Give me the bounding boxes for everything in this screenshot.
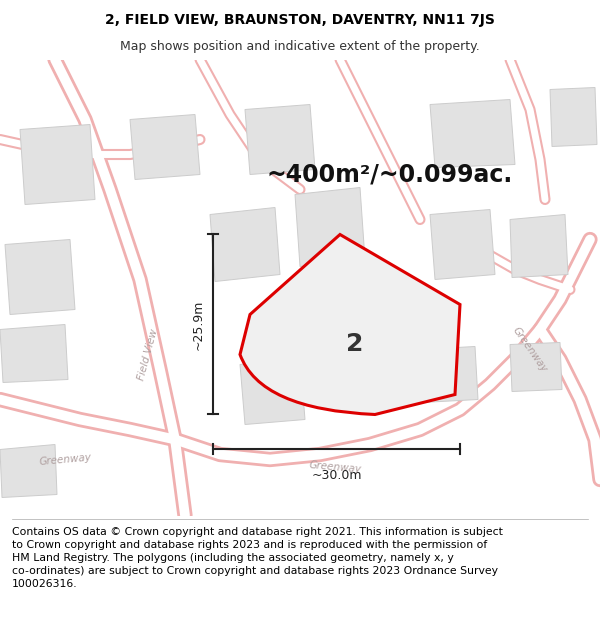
Polygon shape xyxy=(550,88,597,146)
Polygon shape xyxy=(295,188,365,266)
Text: ~30.0m: ~30.0m xyxy=(311,469,362,482)
Polygon shape xyxy=(330,349,388,411)
Polygon shape xyxy=(5,239,75,314)
Text: Map shows position and indicative extent of the property.: Map shows position and indicative extent… xyxy=(120,41,480,53)
Polygon shape xyxy=(210,208,280,281)
Polygon shape xyxy=(130,114,200,179)
Polygon shape xyxy=(510,342,562,391)
Text: Field View: Field View xyxy=(136,328,160,381)
Polygon shape xyxy=(0,324,68,382)
Text: 2: 2 xyxy=(346,332,364,356)
Text: Contains OS data © Crown copyright and database right 2021. This information is : Contains OS data © Crown copyright and d… xyxy=(12,526,503,589)
Polygon shape xyxy=(430,99,515,168)
Polygon shape xyxy=(245,104,315,174)
Text: 2, FIELD VIEW, BRAUNSTON, DAVENTRY, NN11 7JS: 2, FIELD VIEW, BRAUNSTON, DAVENTRY, NN11… xyxy=(105,13,495,27)
Polygon shape xyxy=(430,209,495,279)
Text: Greenway: Greenway xyxy=(308,460,362,475)
Polygon shape xyxy=(0,444,57,498)
Text: ~25.9m: ~25.9m xyxy=(192,299,205,349)
Polygon shape xyxy=(420,346,478,403)
Text: Greenway: Greenway xyxy=(38,452,92,467)
Text: ~400m²/~0.099ac.: ~400m²/~0.099ac. xyxy=(267,162,513,186)
Text: Greenway: Greenway xyxy=(511,325,549,374)
PathPatch shape xyxy=(240,234,460,414)
Polygon shape xyxy=(510,214,568,278)
Polygon shape xyxy=(240,357,305,424)
Polygon shape xyxy=(20,124,95,204)
